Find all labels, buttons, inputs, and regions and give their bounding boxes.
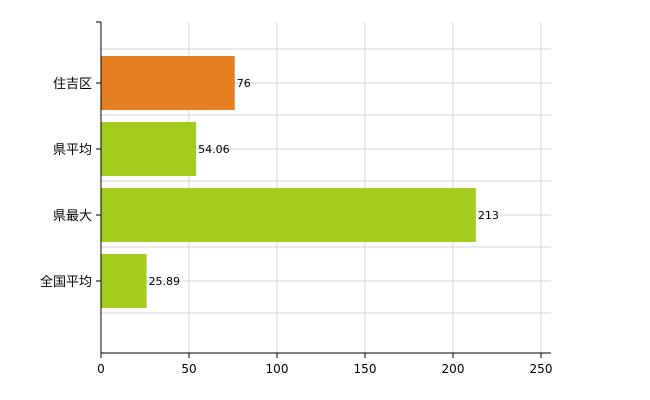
bar: [101, 122, 197, 176]
x-tick-label: 150: [354, 362, 377, 376]
x-tick-label: 50: [181, 362, 196, 376]
bar: [101, 56, 235, 110]
bars: [101, 56, 476, 308]
category-label: 県最大: [53, 209, 92, 224]
bar: [101, 188, 476, 242]
labels: 76 住吉区 54.06 県平均 213 県最大 25.89 全国平均 0 50 100 150 200…: [40, 77, 552, 376]
x-tick-label: 250: [530, 362, 553, 376]
x-tick-label: 100: [266, 362, 289, 376]
bar: [101, 254, 147, 308]
category-label: 住吉区: [53, 77, 92, 92]
data-label: 25.89: [149, 275, 181, 288]
x-tick-label: 0: [97, 362, 105, 376]
data-label: 54.06: [198, 143, 230, 156]
x-tick-label: 200: [442, 362, 465, 376]
axes: [96, 21, 551, 358]
category-label: 全国平均: [40, 274, 92, 290]
category-label: 県平均: [53, 143, 92, 158]
data-label: 213: [478, 209, 499, 222]
data-label: 76: [237, 77, 251, 90]
